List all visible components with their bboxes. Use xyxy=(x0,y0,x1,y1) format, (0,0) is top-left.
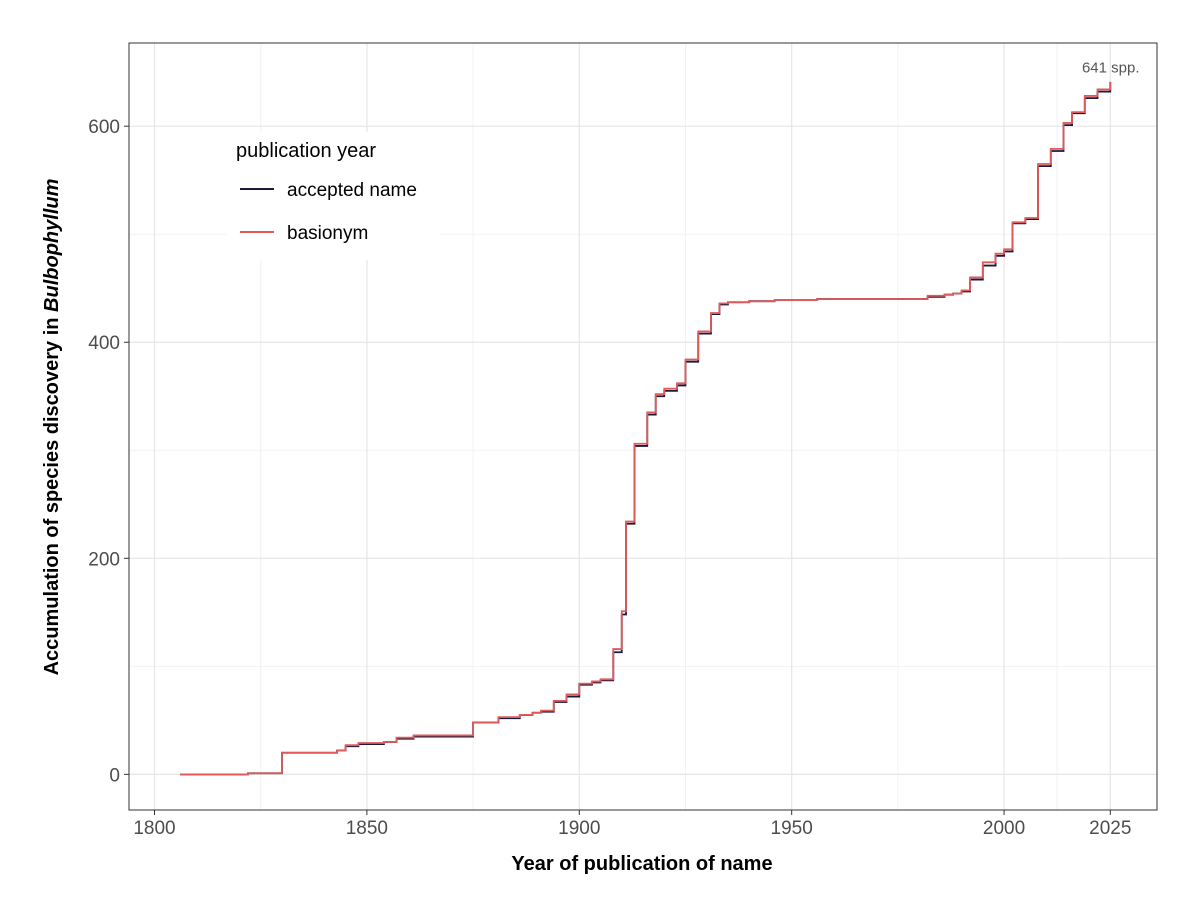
x-tick-label: 2000 xyxy=(983,818,1025,839)
x-tick-label: 1900 xyxy=(558,818,600,839)
series-layer xyxy=(179,81,1112,776)
y-axis-tick-labels: 0 200 400 600 xyxy=(88,117,120,786)
y-tick-label: 0 xyxy=(109,765,120,786)
major-grid xyxy=(129,43,1157,810)
x-axis-title: Year of publication of name xyxy=(511,853,772,875)
y-axis-title: Accumulation of species discovery in Bul… xyxy=(41,179,63,676)
x-tick-label: 2025 xyxy=(1089,818,1131,839)
x-tick-label: 1950 xyxy=(771,818,813,839)
y-tick-label: 400 xyxy=(88,333,120,354)
minor-grid xyxy=(129,43,1157,810)
axis-ticks xyxy=(124,125,1111,815)
legend-title: publication year xyxy=(236,140,376,162)
x-tick-label: 1850 xyxy=(346,818,388,839)
total-species-annotation: 641 spp. xyxy=(1082,60,1140,77)
y-axis-title-genus: Bulbophyllum xyxy=(41,179,63,312)
plot-panel-border xyxy=(128,42,1158,811)
legend-background xyxy=(226,132,440,260)
y-tick-label: 200 xyxy=(88,549,120,570)
y-tick-label: 600 xyxy=(88,117,120,138)
x-axis-tick-labels: 1800 1850 1900 1950 2000 2025 xyxy=(133,818,1131,839)
legend-label-basionym: basionym xyxy=(287,223,368,244)
legend-label-accepted-name: accepted name xyxy=(287,180,417,201)
legend: publication year accepted name basionym xyxy=(226,132,440,260)
y-axis-title-prefix: Accumulation of species discovery in xyxy=(41,312,63,675)
series-line-basionym xyxy=(179,81,1112,776)
x-tick-label: 1800 xyxy=(133,818,175,839)
